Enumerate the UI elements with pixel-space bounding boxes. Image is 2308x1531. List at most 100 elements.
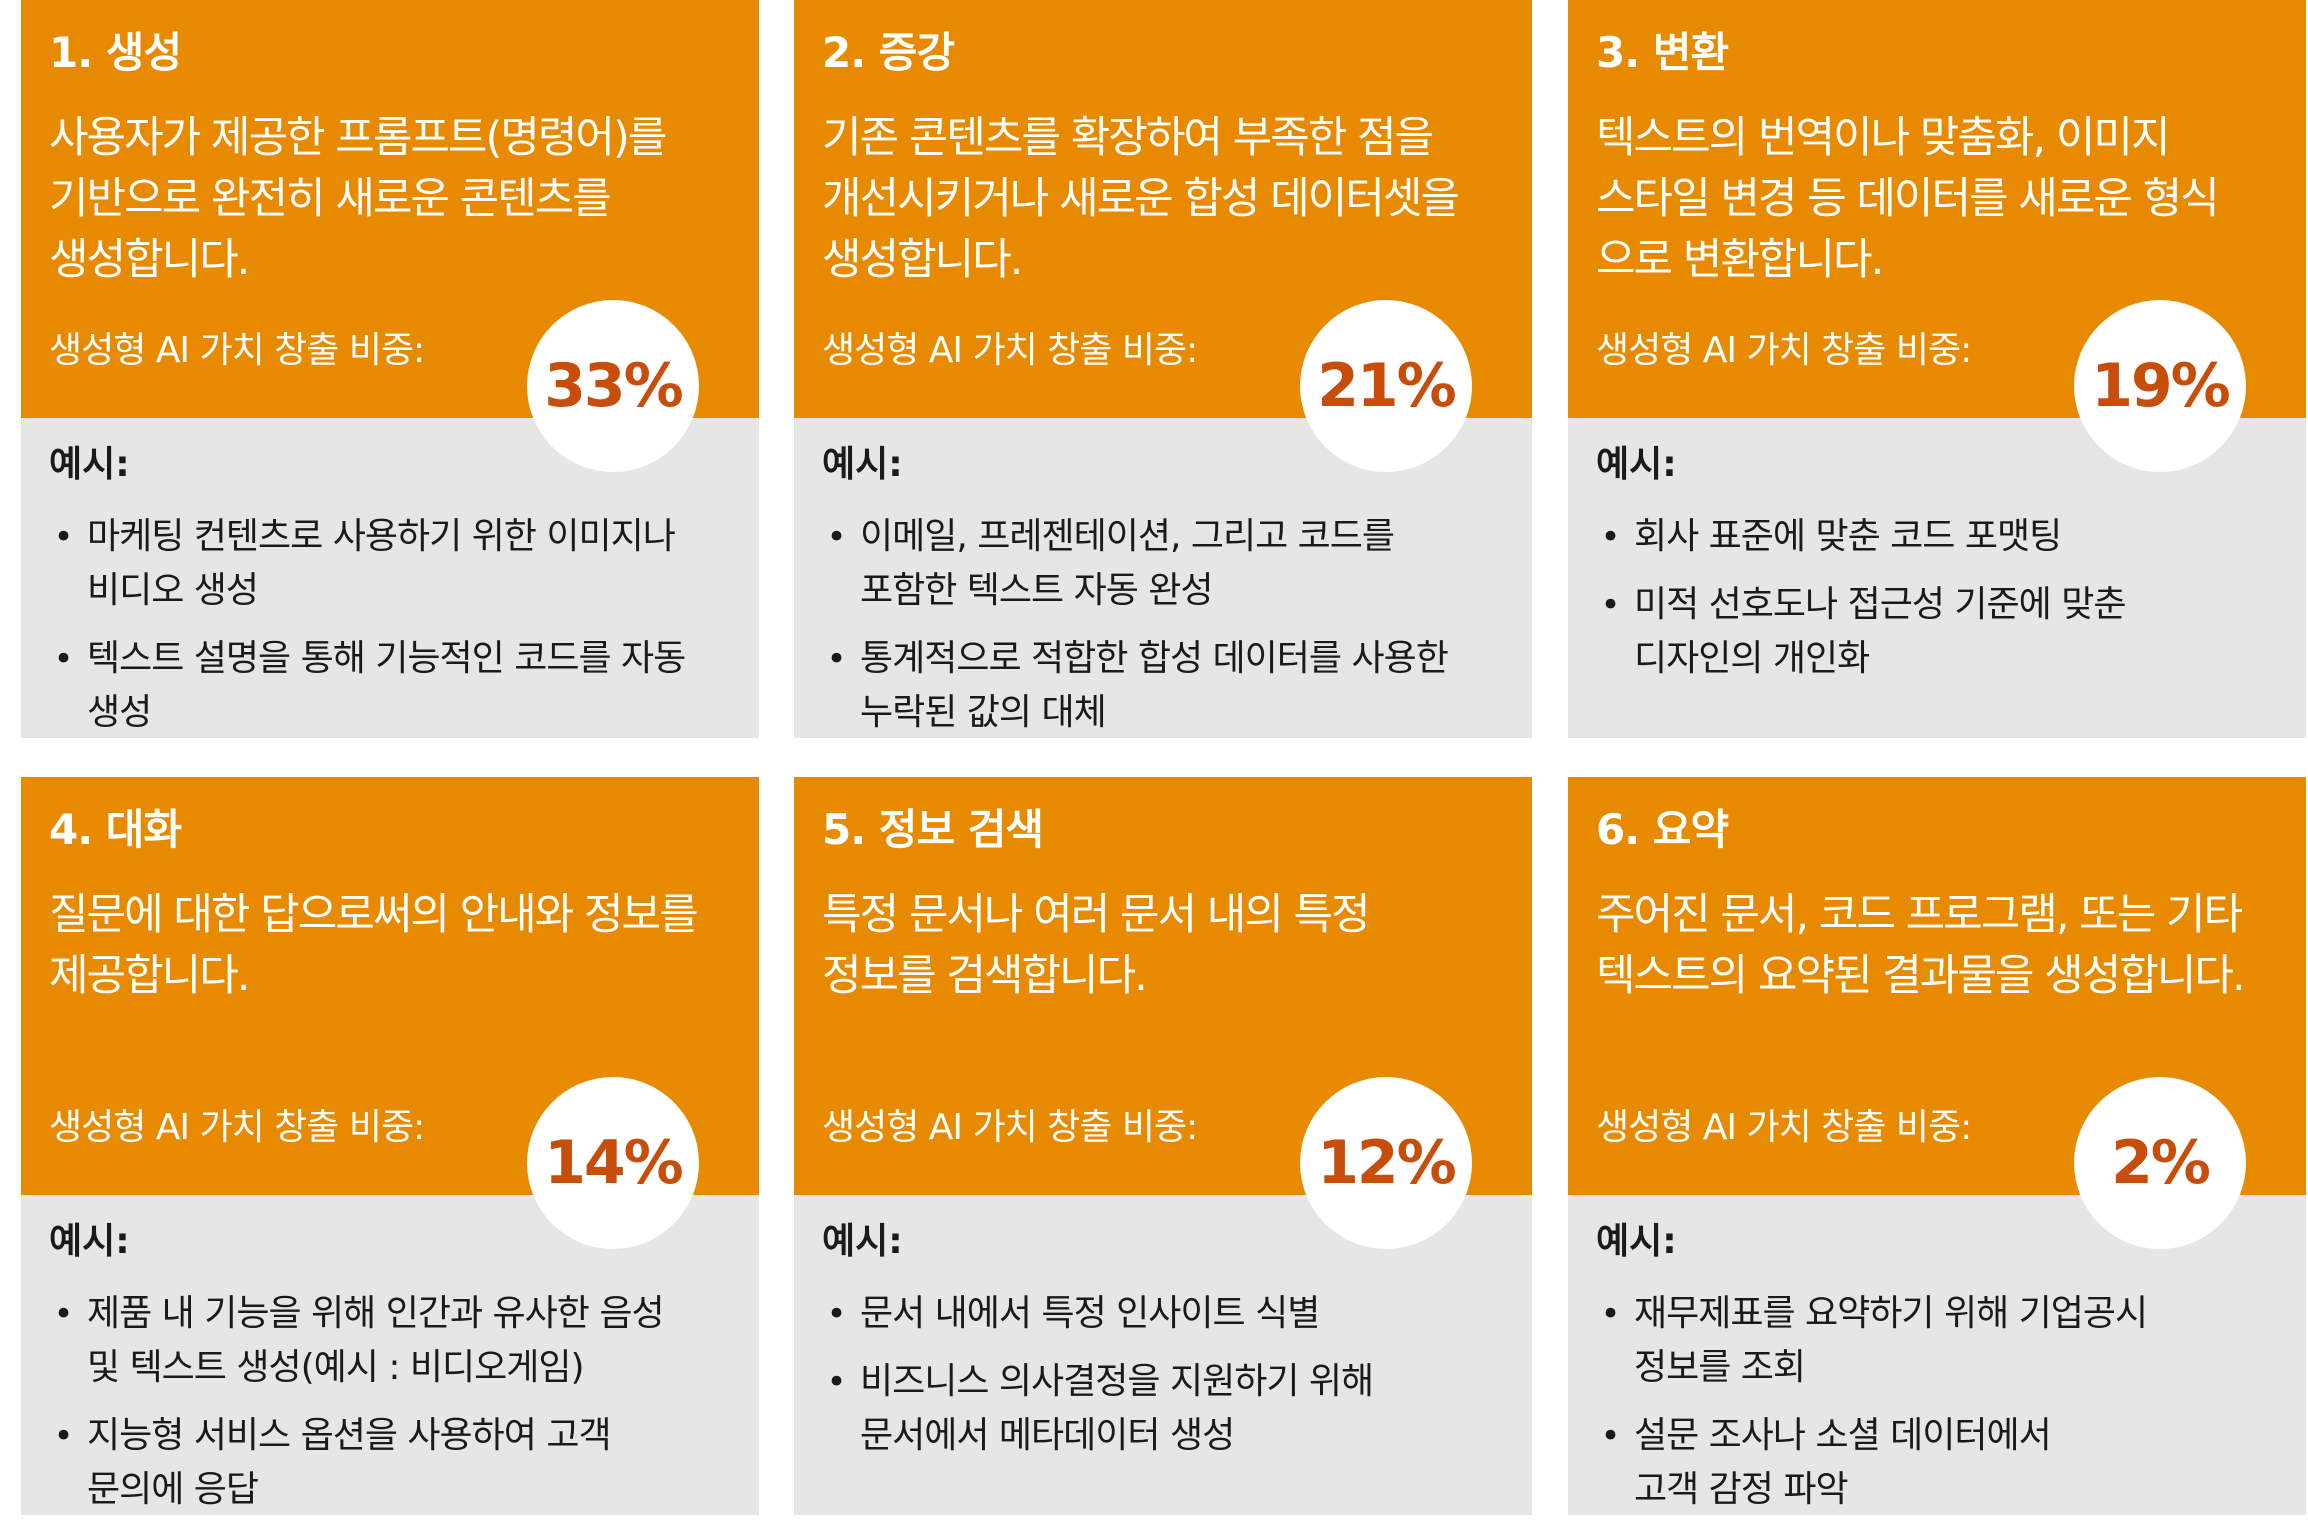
card-description: 기존 콘텐츠를 확장하여 부족한 점을 개선시키거나 새로운 합성 데이터셋을 생성… xyxy=(822,108,1522,291)
card-description: 텍스트의 번역이나 맞춤화, 이미지 스타일 변경 등 데이터를 새로운 형식 으로… xyxy=(1596,108,2296,291)
bullet-icon: • xyxy=(826,517,846,557)
bullet-icon: • xyxy=(1600,1416,1620,1456)
card-title: 4. 대화 xyxy=(49,805,182,854)
example-line: 미적 선호도나 접근성 기준에 맞춘 xyxy=(1634,584,2126,625)
use-case-card: 5. 정보 검색 특정 문서나 여러 문서 내의 특정 정보를 검색합니다. 생성형 … xyxy=(794,777,1532,1515)
bullet-icon: • xyxy=(53,639,73,679)
percent-badge: 14% xyxy=(527,1077,699,1249)
percent-value: 14% xyxy=(544,1128,684,1198)
description-line: 텍스트의 번역이나 맞춤화, 이미지 xyxy=(1596,113,2171,163)
description-line: 정보를 검색합니다. xyxy=(822,951,1148,1001)
description-line: 기존 콘텐츠를 확장하여 부족한 점을 xyxy=(822,113,1434,163)
example-line: 통계적으로 적합한 합성 데이터를 사용한 xyxy=(860,638,1449,679)
example-line: 마케팅 컨텐츠로 사용하기 위한 이미지나 xyxy=(87,516,676,557)
percent-badge: 12% xyxy=(1300,1077,1472,1249)
percent-badge: 2% xyxy=(2074,1077,2246,1249)
example-line: 문서 내에서 특정 인사이트 식별 xyxy=(860,1293,1320,1334)
example-line: 포함한 텍스트 자동 완성 xyxy=(860,570,1214,611)
example-line: 회사 표준에 맞춘 코드 포맷팅 xyxy=(1634,516,2062,557)
description-line: 사용자가 제공한 프롬프트(명령어)를 xyxy=(49,113,667,163)
example-line: 및 텍스트 생성(예시 : 비디오게임) xyxy=(87,1347,585,1388)
value-share-label: 생성형 AI 가치 창출 비중: xyxy=(49,1107,425,1148)
examples-list: • 재무제표를 요약하기 위해 기업공시 정보를 조회 • 설문 조사나 소셜 데이터에… xyxy=(1596,1287,2296,1531)
example-line: 문의에 응답 xyxy=(87,1469,259,1510)
percent-value: 33% xyxy=(544,351,684,421)
description-line: 제공합니다. xyxy=(49,951,250,1001)
description-line: 주어진 문서, 코드 프로그램, 또는 기타 xyxy=(1596,890,2243,940)
bullet-icon: • xyxy=(826,1362,846,1402)
bullet-icon: • xyxy=(826,1294,846,1334)
examples-heading: 예시: xyxy=(822,444,903,485)
percent-badge: 33% xyxy=(527,300,699,472)
percent-badge: 19% xyxy=(2074,300,2246,472)
example-line: 이메일, 프레젠테이션, 그리고 코드를 xyxy=(860,516,1395,557)
bullet-icon: • xyxy=(1600,1294,1620,1334)
percent-value: 12% xyxy=(1317,1128,1457,1198)
percent-value: 19% xyxy=(2091,351,2231,421)
card-title: 3. 변환 xyxy=(1596,28,1729,77)
example-item: • 통계적으로 적합한 합성 데이터를 사용한 누락된 값의 대체 xyxy=(822,632,1522,740)
example-line: 디자인의 개인화 xyxy=(1634,638,1870,679)
examples-list: • 마케팅 컨텐츠로 사용하기 위한 이미지나 비디오 생성 • 텍스트 설명을 통해 … xyxy=(49,510,749,754)
examples-heading: 예시: xyxy=(49,1221,130,1262)
example-line: 고객 감정 파악 xyxy=(1634,1469,1849,1510)
description-line: 기반으로 완전히 새로운 콘텐츠를 xyxy=(49,174,612,224)
bullet-icon: • xyxy=(1600,517,1620,557)
example-item: • 마케팅 컨텐츠로 사용하기 위한 이미지나 비디오 생성 xyxy=(49,510,749,618)
example-item: • 문서 내에서 특정 인사이트 식별 xyxy=(822,1287,1522,1341)
card-title: 1. 생성 xyxy=(49,28,182,77)
example-line: 재무제표를 요약하기 위해 기업공시 xyxy=(1634,1293,2148,1334)
bullet-icon: • xyxy=(53,1294,73,1334)
example-line: 생성 xyxy=(87,692,152,733)
card-title: 2. 증강 xyxy=(822,28,955,77)
example-line: 텍스트 설명을 통해 기능적인 코드를 자동 xyxy=(87,638,686,679)
percent-value: 2% xyxy=(2111,1128,2211,1198)
examples-heading: 예시: xyxy=(822,1221,903,1262)
description-line: 생성합니다. xyxy=(49,235,250,285)
description-line: 생성합니다. xyxy=(822,235,1023,285)
example-line: 문서에서 메타데이터 생성 xyxy=(860,1415,1235,1456)
example-line: 비즈니스 의사결정을 지원하기 위해 xyxy=(860,1361,1374,1402)
examples-heading: 예시: xyxy=(1596,444,1677,485)
examples-heading: 예시: xyxy=(1596,1221,1677,1262)
value-share-label: 생성형 AI 가치 창출 비중: xyxy=(1596,1107,1972,1148)
value-share-label: 생성형 AI 가치 창출 비중: xyxy=(822,1107,1198,1148)
example-item: • 회사 표준에 맞춘 코드 포맷팅 xyxy=(1596,510,2296,564)
example-line: 제품 내 기능을 위해 인간과 유사한 음성 xyxy=(87,1293,665,1334)
description-line: 으로 변환합니다. xyxy=(1596,235,1884,285)
bullet-icon: • xyxy=(53,1416,73,1456)
example-line: 누락된 값의 대체 xyxy=(860,692,1107,733)
bullet-icon: • xyxy=(1600,585,1620,625)
value-share-label: 생성형 AI 가치 창출 비중: xyxy=(49,330,425,371)
examples-heading: 예시: xyxy=(49,444,130,485)
description-line: 텍스트의 요약된 결과물을 생성합니다. xyxy=(1596,951,2246,1001)
percent-badge: 21% xyxy=(1300,300,1472,472)
percent-value: 21% xyxy=(1317,351,1457,421)
example-line: 지능형 서비스 옵션을 사용하여 고객 xyxy=(87,1415,612,1456)
example-line: 설문 조사나 소셜 데이터에서 xyxy=(1634,1415,2052,1456)
description-line: 질문에 대한 답으로써의 안내와 정보를 xyxy=(49,890,699,940)
example-item: • 재무제표를 요약하기 위해 기업공시 정보를 조회 xyxy=(1596,1287,2296,1395)
card-title: 6. 요약 xyxy=(1596,805,1729,854)
value-share-label: 생성형 AI 가치 창출 비중: xyxy=(1596,330,1972,371)
description-line: 특정 문서나 여러 문서 내의 특정 xyxy=(822,890,1371,940)
